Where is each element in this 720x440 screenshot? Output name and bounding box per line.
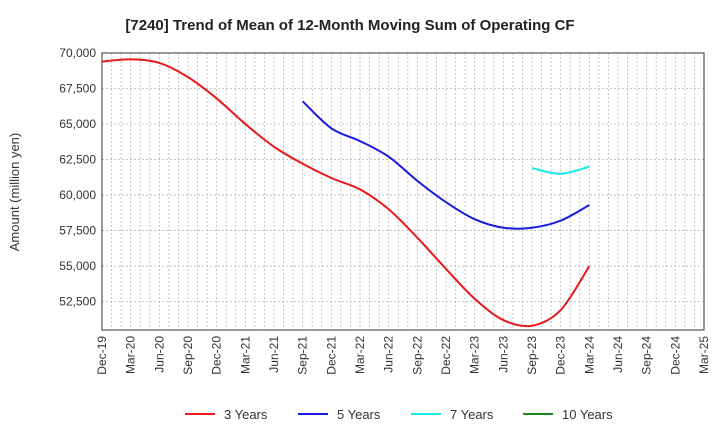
x-tick-label: Mar-23 [468, 336, 482, 374]
x-tick-label: Mar-22 [353, 336, 367, 374]
legend: 3 Years 5 Years 7 Years 10 Years [185, 407, 613, 422]
y-tick-label: 60,000 [59, 188, 96, 202]
x-tick-label: Dec-20 [210, 336, 224, 375]
y-tick-label: 70,000 [59, 46, 96, 60]
y-axis-label: Amount (million yen) [7, 133, 22, 252]
y-axis: 52,500 55,000 57,500 60,000 62,500 65,000 67,5… [59, 46, 96, 309]
x-tick-label: Jun-24 [611, 336, 625, 373]
x-tick-label: Sep-23 [525, 336, 539, 375]
y-tick-label: 62,500 [59, 153, 96, 167]
x-tick-label: Sep-20 [181, 336, 195, 375]
plot-frame [101, 52, 705, 331]
x-tick-label: Dec-23 [554, 336, 568, 375]
x-axis: Dec-19 Mar-20 Jun-20 Sep-20 Dec-20 Mar-21 Jun-… [95, 336, 711, 375]
x-tick-label: Jun-23 [496, 336, 510, 373]
series-line-3-years [101, 58, 591, 328]
x-tick-label: Jun-21 [267, 336, 281, 373]
y-tick-label: 55,000 [59, 259, 96, 273]
y-tick-label: 57,500 [59, 224, 96, 238]
x-tick-label: Dec-19 [95, 336, 109, 375]
series-line-5-years [301, 100, 590, 230]
x-tick-label: Jun-20 [152, 336, 166, 373]
legend-label: 3 Years [224, 407, 268, 422]
x-tick-label: Sep-22 [410, 336, 424, 375]
x-tick-label: Dec-22 [439, 336, 453, 375]
y-tick-label: 52,500 [59, 295, 96, 309]
x-tick-label: Mar-24 [582, 336, 596, 374]
x-tick-label: Mar-20 [124, 336, 138, 374]
grid [101, 52, 705, 330]
legend-label: 10 Years [562, 407, 613, 422]
x-tick-label: Sep-21 [296, 336, 310, 375]
legend-label: 7 Years [450, 407, 494, 422]
x-tick-label: Jun-22 [382, 336, 396, 373]
series-line-7-years [531, 165, 590, 175]
series-group [101, 58, 591, 328]
x-tick-label: Mar-21 [238, 336, 252, 374]
y-tick-label: 67,500 [59, 82, 96, 96]
chart-title: [7240] Trend of Mean of 12-Month Moving … [125, 17, 574, 34]
x-tick-label: Mar-25 [697, 336, 711, 374]
y-tick-label: 65,000 [59, 117, 96, 131]
x-tick-label: Dec-21 [324, 336, 338, 375]
x-tick-label: Sep-24 [640, 336, 654, 375]
legend-label: 5 Years [337, 407, 381, 422]
x-tick-label: Dec-24 [668, 336, 682, 375]
